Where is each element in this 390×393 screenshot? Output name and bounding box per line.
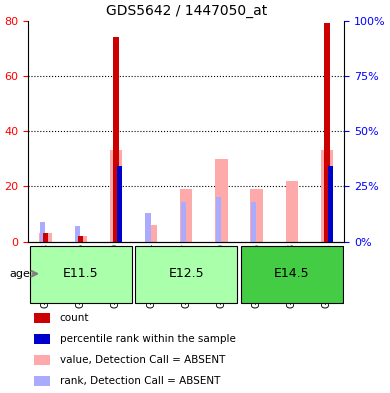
Bar [34,355,50,365]
Bar [324,23,330,242]
Text: E14.5: E14.5 [274,267,310,280]
Bar [117,166,122,242]
FancyBboxPatch shape [241,246,343,303]
Bar [78,236,83,242]
Bar [34,334,50,344]
Bar [34,376,50,386]
Bar [110,151,122,242]
Text: value, Detection Call = ABSENT: value, Detection Call = ABSENT [60,355,225,365]
Text: E11.5: E11.5 [63,267,99,280]
Bar [251,202,256,242]
FancyBboxPatch shape [30,246,132,303]
Bar [328,166,333,242]
Text: E12.5: E12.5 [168,267,204,280]
Bar [40,222,45,242]
Bar [113,37,119,242]
Text: rank, Detection Call = ABSENT: rank, Detection Call = ABSENT [60,376,220,386]
Bar [250,189,263,242]
Bar [180,189,192,242]
Bar [216,197,221,242]
Bar [34,314,50,323]
Bar [321,151,333,242]
Text: percentile rank within the sample: percentile rank within the sample [60,334,236,344]
FancyBboxPatch shape [135,246,237,303]
Bar [145,225,157,242]
Text: count: count [60,313,89,323]
Bar [145,213,151,242]
Title: GDS5642 / 1447050_at: GDS5642 / 1447050_at [106,4,267,18]
Text: age: age [9,269,30,279]
Bar [43,233,48,242]
Bar [39,233,52,242]
Bar [285,181,298,242]
Bar [74,236,87,242]
Bar [215,159,228,242]
Bar [75,226,80,242]
Bar [181,202,186,242]
